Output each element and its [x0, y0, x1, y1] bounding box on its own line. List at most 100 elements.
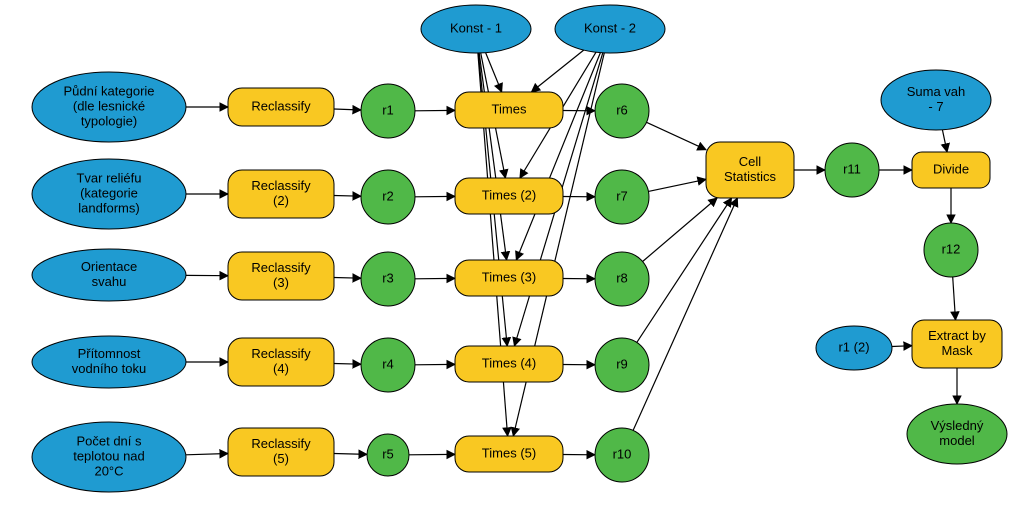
node-label-in3-1: svahu [92, 274, 127, 289]
node-label-in5-0: Počet dní s [76, 433, 142, 448]
node-out: Výslednýmodel [907, 404, 1007, 464]
node-label-suma-1: - 7 [928, 99, 943, 114]
node-div: Divide [912, 152, 990, 188]
node-label-in2-0: Tvar reliéfu [76, 170, 141, 185]
node-label-r3-0: r3 [382, 270, 394, 285]
edge-k1-t1 [486, 53, 502, 92]
edge-r9-cell [637, 198, 732, 342]
node-label-t3-0: Times (3) [482, 269, 536, 284]
edge-rec2-r2 [334, 196, 361, 197]
node-label-in3-0: Orientace [81, 259, 137, 274]
node-t3: Times (3) [455, 260, 563, 296]
node-label-rec4-1: (4) [273, 361, 289, 376]
node-label-k1-0: Konst - 1 [450, 20, 502, 35]
edge-r8-cell [643, 198, 718, 262]
node-r10: r10 [595, 428, 649, 482]
node-k1: Konst - 1 [421, 5, 531, 53]
node-extr: Extract byMask [912, 320, 1002, 368]
node-label-r2-0: r2 [382, 188, 394, 203]
node-t1: Times [455, 92, 563, 128]
node-r1b: r1 (2) [816, 326, 892, 370]
node-label-rec5-1: (5) [273, 451, 289, 466]
node-label-in2-2: landforms) [78, 200, 139, 215]
node-label-t4-0: Times (4) [482, 355, 536, 370]
node-label-k2-0: Konst - 2 [584, 20, 636, 35]
edge-r6-cell [647, 122, 707, 149]
node-label-r5-0: r5 [382, 446, 394, 461]
node-label-out-0: Výsledný [931, 418, 984, 433]
node-label-rec1-0: Reclassify [251, 98, 311, 113]
node-rec1: Reclassify [228, 88, 334, 126]
node-label-r1b-0: r1 (2) [838, 339, 869, 354]
node-r5: r5 [367, 434, 409, 476]
node-r11: r11 [825, 143, 879, 197]
node-in1: Půdní kategorie(dle lesnickétypologie) [32, 72, 186, 142]
node-label-r4-0: r4 [382, 356, 394, 371]
node-r4: r4 [361, 338, 415, 392]
edge-k1-t3 [479, 53, 506, 260]
nodes-layer: Půdní kategorie(dle lesnickétypologie) Tv… [32, 5, 1007, 492]
node-label-r12-0: r12 [942, 241, 961, 256]
node-in3: Orientacesvahu [32, 249, 186, 301]
node-label-r10-0: r10 [613, 446, 632, 461]
node-label-r9-0: r9 [616, 356, 628, 371]
node-label-rec2-1: (2) [273, 193, 289, 208]
edge-rec1-r1 [334, 109, 361, 110]
node-label-in1-1: (dle lesnické [73, 98, 145, 113]
node-t4: Times (4) [455, 346, 563, 382]
node-label-in5-2: 20°C [94, 463, 123, 478]
edge-k2-t3 [516, 53, 600, 260]
node-label-t1-0: Times [492, 101, 527, 116]
node-r9: r9 [595, 338, 649, 392]
node-label-extr-1: Mask [941, 343, 973, 358]
node-label-r7-0: r7 [616, 188, 628, 203]
node-label-rec5-0: Reclassify [251, 436, 311, 451]
node-k2: Konst - 2 [555, 5, 665, 53]
node-label-in4-0: Přítomnost [78, 346, 141, 361]
edge-rec4-r4 [334, 364, 361, 365]
node-label-in4-1: vodního toku [72, 361, 146, 376]
node-label-r11-0: r11 [843, 161, 861, 176]
node-label-rec3-1: (3) [273, 275, 289, 290]
edge-in5-rec5 [186, 454, 228, 455]
node-label-extr-0: Extract by [928, 328, 986, 343]
edge-suma-div [942, 130, 947, 152]
node-label-rec3-0: Reclassify [251, 260, 311, 275]
edge-r12-extr [953, 277, 956, 320]
edge-rec3-r3 [334, 278, 361, 279]
node-rec3: Reclassify(3) [228, 252, 334, 300]
flow-diagram: Půdní kategorie(dle lesnickétypologie) Tv… [0, 0, 1024, 524]
node-label-in5-1: teplotou nad [73, 448, 145, 463]
node-r7: r7 [595, 170, 649, 224]
edge-r10-cell [633, 198, 737, 430]
node-r2: r2 [361, 170, 415, 224]
node-t5: Times (5) [455, 436, 563, 472]
node-r1: r1 [361, 84, 415, 138]
node-label-rec4-0: Reclassify [251, 346, 311, 361]
node-label-t5-0: Times (5) [482, 445, 536, 460]
node-t2: Times (2) [455, 178, 563, 214]
node-suma: Suma vah- 7 [881, 70, 991, 130]
node-label-r1-0: r1 [382, 102, 394, 117]
node-label-r8-0: r8 [616, 270, 628, 285]
node-label-cell-0: Cell [739, 154, 762, 169]
edge-rec5-r5 [334, 454, 367, 455]
node-r8: r8 [595, 252, 649, 306]
node-in5: Počet dní steplotou nad20°C [32, 422, 186, 492]
edge-r7-cell [648, 179, 706, 191]
edge-r1b-extr [892, 346, 912, 347]
node-label-r6-0: r6 [616, 102, 628, 117]
node-in2: Tvar reliéfu(kategorielandforms) [32, 159, 186, 229]
node-in4: Přítomnostvodního toku [32, 336, 186, 388]
node-rec2: Reclassify(2) [228, 170, 334, 218]
node-label-cell-1: Statistics [724, 169, 777, 184]
node-label-in1-2: typologie) [81, 113, 137, 128]
node-r12: r12 [924, 223, 978, 277]
node-rec5: Reclassify(5) [228, 428, 334, 476]
node-r3: r3 [361, 252, 415, 306]
node-label-div-0: Divide [933, 161, 969, 176]
node-label-in2-1: (kategorie [80, 185, 138, 200]
node-label-in1-0: Půdní kategorie [63, 83, 154, 98]
node-label-out-1: model [939, 433, 975, 448]
node-label-rec2-0: Reclassify [251, 178, 311, 193]
